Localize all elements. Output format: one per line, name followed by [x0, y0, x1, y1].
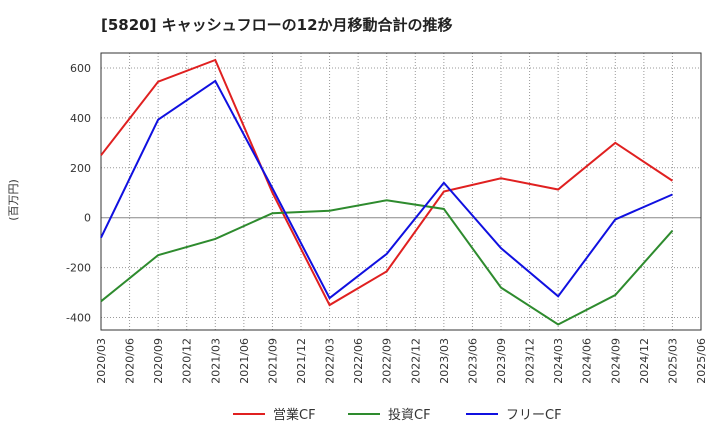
x-tick-label: 2022/06 — [352, 338, 365, 384]
y-axis-label: (百万円) — [7, 179, 20, 221]
x-tick-label: 2023/06 — [466, 338, 479, 384]
x-tick-label: 2021/09 — [266, 338, 279, 384]
x-tick-label: 2022/09 — [381, 338, 394, 384]
y-tick-label: -400 — [66, 312, 91, 325]
x-tick-label: 2023/03 — [438, 338, 451, 384]
y-tick-label: -200 — [66, 262, 91, 275]
legend: 営業CF 投資CF フリーCF — [233, 407, 562, 423]
x-tick-label: 2023/09 — [495, 338, 508, 384]
x-tick-label: 2024/03 — [552, 338, 565, 384]
x-tick-label: 2020/06 — [124, 338, 137, 384]
x-tick-label: 2024/09 — [609, 338, 622, 384]
x-tick-label: 2022/03 — [324, 338, 337, 384]
y-tick-label: 200 — [70, 162, 91, 175]
x-tick-label: 2025/03 — [666, 338, 679, 384]
legend-label-3: フリーCF — [506, 408, 562, 423]
y-tick-label: 400 — [70, 112, 91, 125]
x-tick-label: 2021/12 — [295, 338, 308, 384]
plot-frame — [100, 52, 702, 331]
x-tick-label: 2023/12 — [524, 338, 537, 384]
x-tick-label: 2021/06 — [238, 338, 251, 384]
x-tick-label: 2020/03 — [95, 338, 108, 384]
chart-title: [5820] キャッシュフローの12か月移動合計の推移 — [101, 16, 453, 34]
x-tick-label: 2020/12 — [181, 338, 194, 384]
x-tick-label: 2024/12 — [638, 338, 651, 384]
plot-area: -400 -200 0 200 400 600 2020/03 2020/06 2020/09 2… — [66, 52, 708, 384]
x-tick-label: 2025/06 — [695, 338, 708, 384]
y-tick-label: 600 — [70, 62, 91, 75]
legend-label-1: 営業CF — [273, 407, 316, 423]
x-tick-label: 2022/12 — [409, 338, 422, 384]
x-tick-label: 2021/03 — [209, 338, 222, 384]
legend-label-2: 投資CF — [388, 407, 431, 423]
x-tick-label: 2020/09 — [152, 338, 165, 384]
x-tick-label: 2024/06 — [581, 338, 594, 384]
y-tick-label: 0 — [84, 212, 91, 225]
